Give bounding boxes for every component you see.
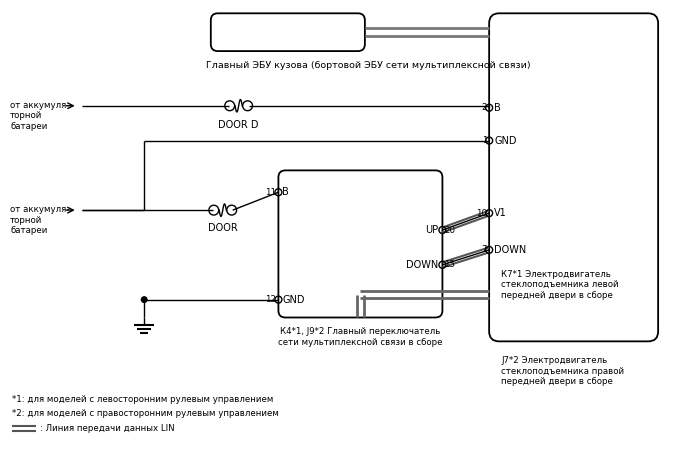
Text: DOWN: DOWN [494,245,527,255]
Text: К4*1, J9*2 Главный переключатель
сети мультиплексной связи в сборе: К4*1, J9*2 Главный переключатель сети му… [278,327,443,347]
Text: 20: 20 [444,226,455,234]
Text: DOOR D: DOOR D [218,120,259,130]
Text: B: B [494,103,501,113]
Text: 2: 2 [482,103,487,112]
Text: 1: 1 [482,136,487,145]
Circle shape [141,296,148,303]
Text: 11: 11 [265,188,276,197]
FancyBboxPatch shape [278,170,442,318]
Text: Главный ЭБУ кузова (бортовой ЭБУ сети мультиплексной связи): Главный ЭБУ кузова (бортовой ЭБУ сети му… [206,61,531,70]
Text: К7*1 Электродвигатель
стеклоподъемника левой
передней двери в сборе: К7*1 Электродвигатель стеклоподъемника л… [501,270,618,300]
Text: V1: V1 [494,208,507,218]
Text: от аккумуля-
торной
батареи: от аккумуля- торной батареи [10,101,69,131]
FancyBboxPatch shape [211,14,365,51]
Text: : Линия передачи данных LIN: : Линия передачи данных LIN [40,425,174,433]
Text: от аккумуля-
торной
батареи: от аккумуля- торной батареи [10,205,69,235]
Text: *1: для моделей с левосторонним рулевым управлением: *1: для моделей с левосторонним рулевым … [12,395,274,403]
FancyBboxPatch shape [489,14,658,341]
Text: B: B [283,187,289,197]
Text: 10: 10 [476,209,487,218]
Text: J7*2 Электродвигатель
стеклоподъемника правой
передней двери в сборе: J7*2 Электродвигатель стеклоподъемника п… [501,356,624,386]
Text: 15: 15 [444,260,455,269]
Text: UP: UP [426,225,439,235]
Text: 12: 12 [265,295,276,304]
Text: DOWN: DOWN [406,260,439,270]
Text: DOOR: DOOR [208,223,238,233]
Text: GND: GND [494,135,517,146]
Text: 7: 7 [482,245,487,255]
Text: GND: GND [283,295,305,304]
Text: *2: для моделей с правосторонним рулевым управлением: *2: для моделей с правосторонним рулевым… [12,410,279,418]
